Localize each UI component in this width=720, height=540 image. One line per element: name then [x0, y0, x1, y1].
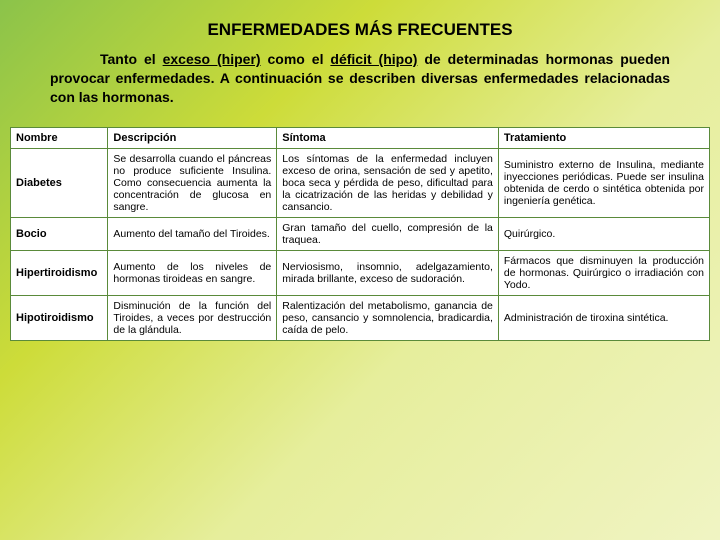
cell-sym: Gran tamaño del cuello, compresión de la…: [277, 217, 499, 250]
cell-name: Hipertiroidismo: [11, 250, 108, 295]
cell-name: Hipotiroidismo: [11, 295, 108, 340]
diseases-table: Nombre Descripción Síntoma Tratamiento D…: [10, 127, 710, 341]
table-row: Hipertiroidismo Aumento de los niveles d…: [11, 250, 710, 295]
table-row: Hipotiroidismo Disminución de la función…: [11, 295, 710, 340]
cell-treat: Quirúrgico.: [498, 217, 709, 250]
cell-desc: Aumento de los niveles de hormonas tiroi…: [108, 250, 277, 295]
intro-text-2: como el: [261, 51, 331, 67]
cell-treat: Administración de tiroxina sintética.: [498, 295, 709, 340]
intro-paragraph: Tanto el exceso (hiper) como el déficit …: [0, 50, 720, 127]
cell-treat: Fármacos que disminuyen la producción de…: [498, 250, 709, 295]
diseases-table-container: Nombre Descripción Síntoma Tratamiento D…: [0, 127, 720, 341]
table-row: Bocio Aumento del tamaño del Tiroides. G…: [11, 217, 710, 250]
table-header-row: Nombre Descripción Síntoma Tratamiento: [11, 127, 710, 148]
table-row: Diabetes Se desarrolla cuando el páncrea…: [11, 148, 710, 217]
cell-sym: Los síntomas de la enfermedad incluyen e…: [277, 148, 499, 217]
cell-desc: Aumento del tamaño del Tiroides.: [108, 217, 277, 250]
cell-sym: Nerviosismo, insomnio, adelgazamiento, m…: [277, 250, 499, 295]
cell-desc: Disminución de la función del Tiroides, …: [108, 295, 277, 340]
col-header-treat: Tratamiento: [498, 127, 709, 148]
cell-sym: Ralentización del metabolismo, ganancia …: [277, 295, 499, 340]
cell-name: Bocio: [11, 217, 108, 250]
cell-name: Diabetes: [11, 148, 108, 217]
intro-underline-2: déficit (hipo): [330, 51, 417, 67]
intro-text-1: Tanto el: [100, 51, 163, 67]
col-header-sym: Síntoma: [277, 127, 499, 148]
cell-desc: Se desarrolla cuando el páncreas no prod…: [108, 148, 277, 217]
intro-underline-1: exceso (hiper): [163, 51, 261, 67]
cell-treat: Suministro externo de Insulina, mediante…: [498, 148, 709, 217]
col-header-desc: Descripción: [108, 127, 277, 148]
page-title: ENFERMEDADES MÁS FRECUENTES: [0, 0, 720, 50]
col-header-name: Nombre: [11, 127, 108, 148]
